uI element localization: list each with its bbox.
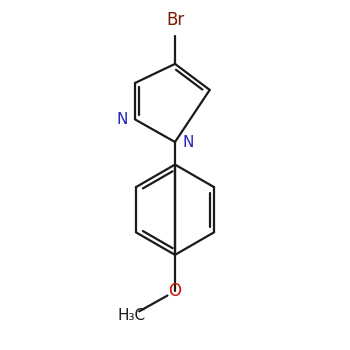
- Text: N: N: [183, 134, 194, 149]
- Text: H₃C: H₃C: [118, 308, 146, 323]
- Text: O: O: [168, 282, 182, 300]
- Text: Br: Br: [166, 12, 184, 29]
- Text: N: N: [116, 112, 127, 127]
